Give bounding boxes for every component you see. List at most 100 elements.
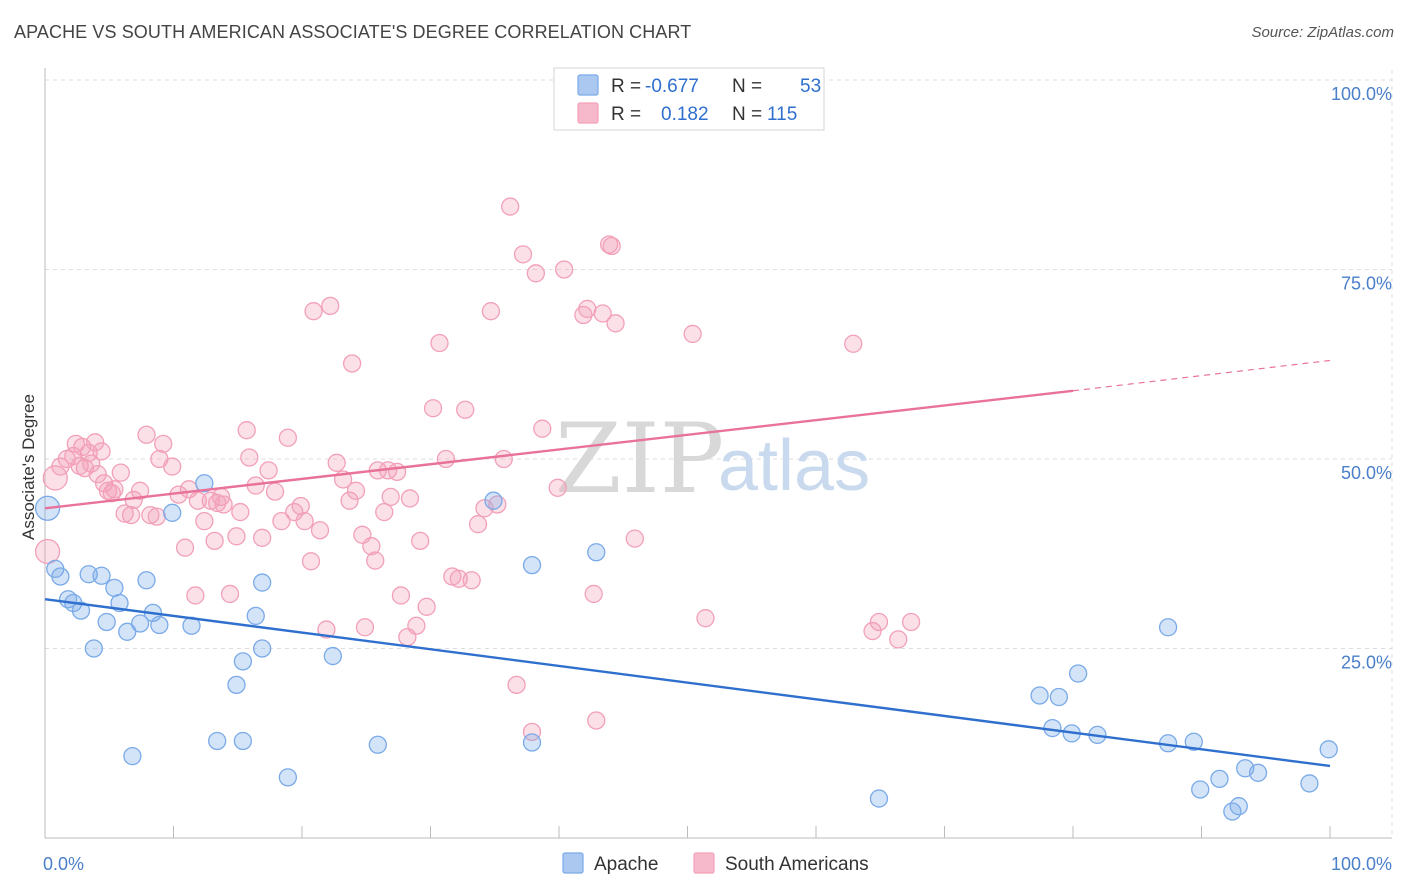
point-south-americans xyxy=(265,482,285,501)
point-south-americans xyxy=(526,264,546,283)
point-south-americans xyxy=(34,538,61,565)
point-apache xyxy=(1210,769,1229,789)
series-apache-points xyxy=(34,474,1338,821)
point-south-americans xyxy=(533,419,552,438)
trend-line-apache xyxy=(44,598,1331,768)
x-tick-labels: 0.0% 100.0% xyxy=(43,854,1392,874)
watermark-zip: ZIP xyxy=(555,403,724,515)
point-south-americans xyxy=(342,354,362,373)
point-apache xyxy=(233,652,253,671)
point-south-americans xyxy=(175,538,195,557)
axes xyxy=(44,68,1392,839)
point-apache xyxy=(118,622,137,641)
series-south-americans-points xyxy=(34,197,921,742)
point-south-americans xyxy=(494,449,513,469)
point-south-americans xyxy=(147,507,166,526)
series-legend: Apache South Americans xyxy=(562,852,869,875)
point-south-americans xyxy=(121,505,141,525)
point-south-americans xyxy=(88,465,107,484)
point-south-americans xyxy=(272,512,291,531)
point-south-americans xyxy=(554,260,574,279)
point-south-americans xyxy=(85,433,105,452)
legend-n-label: N = xyxy=(732,104,762,125)
point-south-americans xyxy=(92,442,111,461)
point-south-americans xyxy=(462,571,481,590)
correlation-legend: R = -0.677 N = 53 R = 0.182 N = 115 xyxy=(553,67,825,131)
point-south-americans xyxy=(301,552,321,571)
trend-line-south-americans-extension xyxy=(1072,359,1331,392)
point-south-americans xyxy=(578,299,597,319)
point-apache xyxy=(137,571,156,590)
point-south-americans xyxy=(381,487,400,507)
y-tick-label: 50.0% xyxy=(1341,463,1392,483)
point-apache xyxy=(522,555,542,575)
point-south-americans xyxy=(863,621,882,641)
point-apache xyxy=(869,789,889,808)
watermark-atlas: atlas xyxy=(718,426,870,506)
point-apache xyxy=(84,639,103,658)
point-south-americans xyxy=(346,481,366,500)
point-south-americans xyxy=(82,454,101,473)
point-south-americans xyxy=(696,609,715,628)
point-apache xyxy=(323,646,342,666)
point-south-americans xyxy=(227,527,246,546)
source-label: Source: ZipAtlas.com xyxy=(1251,24,1394,41)
point-south-americans xyxy=(278,428,298,447)
point-apache xyxy=(51,567,70,586)
point-apache xyxy=(1068,664,1088,683)
point-south-americans xyxy=(259,461,278,480)
point-south-americans xyxy=(321,296,340,316)
point-south-americans xyxy=(188,491,208,510)
legend-swatch-apache xyxy=(577,74,599,96)
trend-line-south-americans xyxy=(44,389,1074,510)
point-south-americans xyxy=(625,529,644,548)
point-south-americans xyxy=(291,496,310,516)
point-apache xyxy=(368,735,387,754)
chart-title: APACHE VS SOUTH AMERICAN ASSOCIATE'S DEG… xyxy=(14,22,692,42)
point-south-americans xyxy=(456,400,475,419)
point-south-americans xyxy=(195,512,214,531)
point-south-americans xyxy=(436,449,456,469)
point-south-americans xyxy=(602,236,621,256)
point-south-americans xyxy=(587,711,606,730)
point-south-americans xyxy=(584,584,603,604)
legend-n-label: N = xyxy=(732,76,762,97)
point-south-americans xyxy=(137,425,156,444)
point-south-americans xyxy=(231,502,250,522)
point-apache xyxy=(130,614,150,633)
point-south-americans xyxy=(237,421,256,440)
x-tick-label: 0.0% xyxy=(43,854,84,874)
point-apache xyxy=(253,573,272,592)
point-south-americans xyxy=(317,620,336,639)
point-apache xyxy=(1184,732,1203,751)
point-south-americans xyxy=(387,462,407,482)
point-apache xyxy=(97,612,116,632)
point-south-americans xyxy=(130,481,150,500)
point-south-americans xyxy=(141,505,160,525)
point-apache xyxy=(522,733,542,752)
point-apache xyxy=(71,601,91,620)
point-south-americans xyxy=(375,502,394,522)
legend-n-value-apache: 53 xyxy=(800,76,821,97)
point-south-americans xyxy=(304,302,323,321)
point-south-americans xyxy=(355,618,375,637)
point-apache xyxy=(123,746,142,766)
point-south-americans xyxy=(186,586,205,605)
point-south-americans xyxy=(501,197,520,216)
x-tick-label: 100.0% xyxy=(1331,854,1392,874)
point-apache xyxy=(92,566,111,585)
point-apache xyxy=(1049,687,1069,707)
point-south-americans xyxy=(115,504,134,523)
point-south-americans xyxy=(105,480,124,499)
point-apache xyxy=(150,615,169,635)
legend-r-value-apache: -0.677 xyxy=(645,76,699,97)
point-apache xyxy=(227,675,246,695)
legend-r-label: R = xyxy=(611,76,641,97)
point-south-americans xyxy=(513,245,533,264)
point-apache xyxy=(1158,618,1178,637)
point-south-americans xyxy=(362,537,381,556)
point-south-americans xyxy=(869,612,889,632)
point-south-americans xyxy=(42,465,68,491)
y-tick-label: 75.0% xyxy=(1341,274,1392,294)
y-tick-labels: 100.0% 75.0% 50.0% 25.0% xyxy=(1331,84,1392,673)
